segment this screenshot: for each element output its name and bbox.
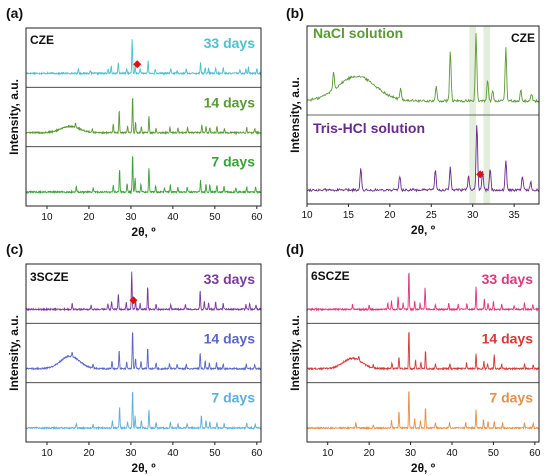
y-axis-label: Intensity, a.u. [288, 315, 302, 391]
series-label: Tris-HCl solution [313, 120, 425, 136]
x-tick-label: 30 [125, 448, 137, 459]
plot-frame [25, 27, 262, 207]
x-tick-label: 50 [488, 448, 500, 459]
panel-label: (d) [286, 241, 304, 257]
x-axis-label: 2θ, º [411, 223, 436, 237]
series-label: NaCl solution [313, 25, 403, 41]
x-tick-label: 50 [209, 448, 221, 459]
x-tick-label: 50 [209, 212, 221, 223]
x-tick-label: 20 [83, 448, 95, 459]
x-tick-label: 20 [83, 212, 95, 223]
series-line [306, 391, 539, 431]
sample-label: 3SCZE [30, 270, 69, 284]
plot-frame [25, 263, 262, 443]
series-line [25, 39, 262, 76]
x-tick-label: 10 [41, 212, 53, 223]
series-line [25, 392, 262, 431]
x-tick-label: 60 [251, 448, 263, 459]
y-axis-label: Intensity, a.u. [288, 77, 302, 153]
sample-label: 6SCZE [311, 269, 350, 283]
x-tick-label: 40 [446, 448, 458, 459]
series-line [306, 331, 540, 372]
series-line [25, 332, 262, 371]
x-tick-label: 40 [167, 212, 179, 223]
series-line [306, 33, 540, 104]
x-axis-label: 2θ, º [411, 461, 436, 475]
panel-label: (c) [6, 241, 23, 257]
x-tick-label: 60 [251, 212, 263, 223]
x-tick-label: 30 [125, 212, 137, 223]
panel-label: (a) [6, 5, 23, 21]
x-axis-label: 2θ, º [131, 461, 156, 475]
plot-frame [306, 263, 540, 443]
series-label: 7 days [211, 154, 255, 170]
y-axis-label: Intensity, a.u. [7, 79, 21, 155]
x-tick-label: 35 [509, 210, 521, 221]
series-line [307, 125, 540, 193]
y-axis-label: Intensity, a.u. [7, 315, 21, 391]
x-tick-label: 30 [405, 448, 417, 459]
series-label: 33 days [204, 271, 256, 287]
series-label: 14 days [204, 330, 256, 346]
x-tick-label: 10 [41, 448, 53, 459]
series-label: 33 days [482, 271, 534, 287]
panel-d: (d) 33 days 14 days 7 days 6SCZE 10 20 30 40 50 60… [286, 241, 541, 475]
x-tick-label: 20 [364, 448, 376, 459]
phase-marker [133, 60, 142, 69]
x-axis-label: 2θ, º [131, 225, 156, 239]
series-line [25, 97, 262, 136]
phase-marker [476, 170, 485, 179]
series-line [25, 156, 262, 195]
phase-marker [129, 296, 138, 305]
panel-label: (b) [286, 5, 304, 21]
x-tick-label: 15 [343, 210, 355, 221]
series-label: 33 days [204, 35, 256, 51]
series-label: 7 days [489, 390, 533, 406]
x-tick-label: 40 [167, 448, 179, 459]
series-label: 7 days [211, 390, 255, 406]
sample-label: CZE [511, 31, 535, 45]
x-tick-label: 10 [322, 448, 334, 459]
series-label: 14 days [482, 330, 534, 346]
plot-frame [306, 25, 540, 205]
series-line [25, 271, 262, 312]
x-tick-label: 25 [426, 210, 438, 221]
x-tick-label: 30 [467, 210, 479, 221]
sample-label: CZE [30, 33, 54, 47]
series-label: 14 days [204, 94, 256, 110]
series-line [307, 272, 540, 312]
panel-a: (a) 33 days 14 days 7 days CZE 10 20 30 40 50 60 2θ… [6, 5, 263, 239]
x-tick-label: 20 [384, 210, 396, 221]
x-tick-label: 10 [301, 210, 313, 221]
x-tick-label: 60 [529, 448, 541, 459]
panel-b: (b) NaCl solution Tris-HCl solution CZE 10 15… [286, 5, 540, 237]
panel-c: (c) 33 days 14 days 7 days 3SCZE 10 20 30 40 50 60… [6, 241, 263, 475]
